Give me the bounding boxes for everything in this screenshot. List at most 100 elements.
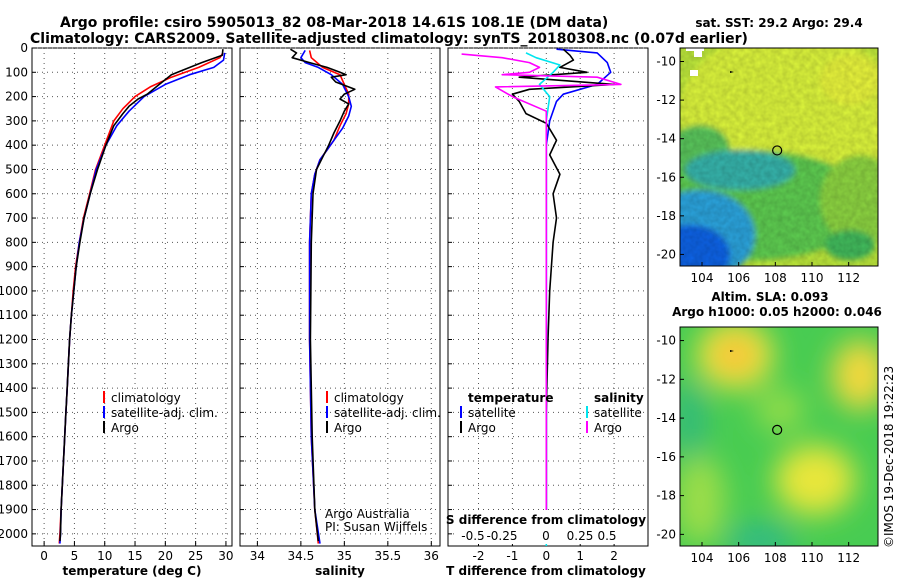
x-tick-label: 10 (97, 549, 112, 563)
sla-map-panel: Altim. SLA: 0.093 Argo h1000: 0.05 h2000… (656, 290, 882, 565)
x-tick-label: 30 (218, 549, 233, 563)
salinity-legend: climatology satellite-adj. clim. Argo (326, 391, 441, 435)
series-line-t-argo (511, 48, 615, 534)
legend-argo: Argo (111, 421, 139, 435)
map-x-tick-label: 112 (837, 551, 860, 565)
difference-panel: -2 -1 0 1 2 T difference from climatology S … (446, 47, 649, 578)
y-tick-label: 1800 (0, 478, 28, 492)
series-line-climatology (308, 50, 350, 544)
map-x-tick-label: 106 (727, 551, 750, 565)
s-tick-label: 0.25 (567, 529, 594, 543)
salinity-diff-ticks: -0.5 -0.25 0 0.25 0.5 (461, 529, 616, 543)
series-line-satellite-adj-clim- (300, 49, 353, 544)
legend-satellite-adj: satellite-adj. clim. (334, 406, 441, 420)
temperature-grid (32, 47, 232, 546)
x-tick-label: 5 (71, 549, 79, 563)
salinity-axis-box (454, 510, 644, 544)
y-tick-label: 900 (5, 260, 28, 274)
argo-position-marker (772, 424, 783, 436)
legend-s-satellite: satellite (594, 406, 642, 420)
temperature-x-ticks: 0 5 10 15 20 25 30 (40, 541, 234, 563)
y-tick-label: 1000 (0, 284, 28, 298)
map-y-tick-label: -18 (656, 209, 676, 223)
s-tick-label: -0.25 (486, 529, 517, 543)
x-tick-label: 35.5 (374, 549, 401, 563)
temperature-x-label: temperature (deg C) (63, 564, 202, 578)
sla-map-subtitle: Argo h1000: 0.05 h2000: 0.046 (672, 305, 882, 319)
sla-map-image (680, 327, 878, 546)
sst-map-panel: sat. SST: 29.2 Argo: 29.4 104 106 108 110 11… (656, 16, 879, 285)
map-x-tick-label: 104 (691, 271, 714, 285)
map-x-tick-label: 110 (801, 551, 824, 565)
argo-position-halo (772, 425, 782, 435)
sst-map-frame (679, 47, 879, 267)
y-tick-label: 0 (20, 41, 28, 55)
y-tick-label: 1700 (0, 454, 28, 468)
salinity-lines (289, 48, 356, 544)
legend-argo: Argo (334, 421, 362, 435)
legend-climatology: climatology (334, 391, 404, 405)
legend-satellite-adj: satellite-adj. clim. (111, 406, 218, 420)
difference-legend: temperature satellite Argo salinity sate… (460, 391, 644, 435)
series-line-s-argo (461, 53, 622, 534)
sst-map-markers (730, 71, 783, 156)
x-tick-label: 15 (127, 549, 142, 563)
y-tick-label: 1200 (0, 333, 28, 347)
y-tick-label: 1300 (0, 357, 28, 371)
map-y-tick-label: -10 (656, 334, 676, 348)
y-tick-label: 700 (5, 211, 28, 225)
float-track-mark (730, 71, 734, 73)
y-tick-label: 400 (5, 138, 28, 152)
credit-pi: PI: Susan Wijffels (325, 520, 427, 534)
credit-argo-australia: Argo Australia (325, 507, 410, 521)
difference-x-ticks: -2 -1 0 1 2 (473, 541, 618, 563)
y-tick-label: 100 (5, 65, 28, 79)
argo-position-marker (772, 145, 783, 156)
s-tick-label: -0.5 (461, 529, 484, 543)
map-y-tick-label: -20 (656, 527, 676, 541)
map-x-tick-label: 112 (837, 271, 860, 285)
map-y-tick-label: -12 (656, 372, 676, 386)
temperature-panel: 0 5 10 15 20 25 30 0 100 200 300 400 500 600 700 800 90… (0, 41, 234, 578)
difference-lines (461, 48, 622, 546)
x-tick-label: 34 (250, 549, 265, 563)
x-tick-label: 0 (40, 549, 48, 563)
map-y-tick-label: -12 (656, 93, 676, 107)
footer-credit: ©IMOS 19-Dec-2018 19:22:23 (882, 366, 896, 548)
s-tick-label: 0.5 (597, 529, 616, 543)
temperature-lines (58, 49, 226, 544)
x-tick-label: 35 (337, 549, 352, 563)
sst-map-image (680, 48, 878, 266)
header-line-1: Argo profile: csiro 5905013_82 08-Mar-20… (60, 15, 608, 31)
x-tick-label: 36 (424, 549, 439, 563)
y-tick-label: 1500 (0, 405, 28, 419)
header-line-2: Climatology: CARS2009. Satellite-adjuste… (30, 31, 748, 47)
map-x-tick-label: 108 (764, 551, 787, 565)
legend-t-satellite: satellite (468, 406, 516, 420)
salinity-x-ticks: 34 34.5 35 35.5 36 (250, 541, 439, 563)
y-tick-label: 1400 (0, 381, 28, 395)
y-tick-label: 800 (5, 235, 28, 249)
difference-plot-frame (447, 47, 649, 547)
map-y-tick-label: -20 (656, 247, 676, 261)
x-tick-label: 0 (542, 549, 550, 563)
y-tick-label: 1900 (0, 503, 28, 517)
x-tick-label: -1 (506, 549, 518, 563)
salinity-grid (240, 47, 440, 546)
sst-map-title: sat. SST: 29.2 Argo: 29.4 (695, 16, 862, 30)
sla-map-ticks: 104 106 108 110 112 -10 -12 -14 -16 -18 -20 (656, 334, 860, 565)
difference-grid (448, 47, 648, 546)
legend-climatology: climatology (111, 391, 181, 405)
y-tick-label: 500 (5, 162, 28, 176)
map-y-tick-label: -10 (656, 55, 676, 69)
salinity-plot-frame (239, 47, 441, 547)
series-line-climatology (58, 52, 224, 544)
temperature-legend: climatology satellite-adj. clim. Argo (103, 391, 218, 435)
legend-temperature-title: temperature (468, 391, 553, 405)
y-tick-label: 2000 (0, 527, 28, 541)
salinity-x-label: salinity (315, 564, 365, 578)
s-difference-label: S difference from climatology (446, 513, 646, 527)
series-line-satellite-adj-clim- (59, 52, 226, 544)
series-line-s-satellite (525, 52, 561, 546)
y-tick-label: 1600 (0, 430, 28, 444)
